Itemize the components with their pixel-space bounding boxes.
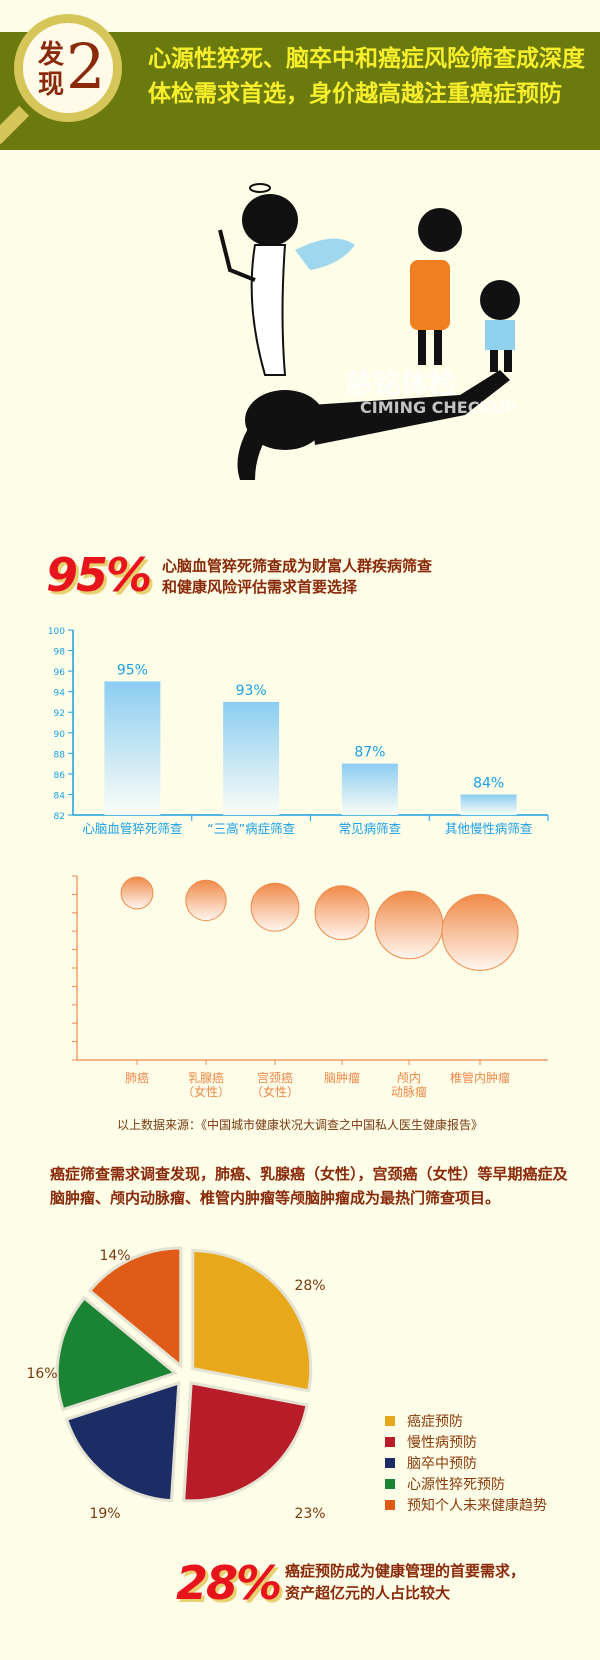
- bar: [104, 681, 161, 815]
- pie-data-label: 16%: [26, 1366, 57, 1382]
- y-tick-label: 100: [48, 627, 65, 637]
- legend-item: 心源性猝死预防: [385, 1473, 547, 1494]
- x-tick-label: 动脉瘤: [391, 1084, 427, 1099]
- bar-data-label: 95%: [117, 662, 148, 678]
- findings-text: 癌症筛查需求调查发现，肺癌、乳腺癌（女性），宫颈癌（女性）等早期癌症及脑肿瘤、颅…: [50, 1165, 568, 1207]
- pie-data-label: 28%: [294, 1278, 325, 1294]
- x-tick-label: （女性）: [182, 1084, 230, 1099]
- falling-man: [237, 370, 510, 480]
- legend-item: 预知个人未来健康趋势: [385, 1494, 547, 1515]
- legend-item: 脑卒中预防: [385, 1452, 547, 1473]
- y-tick-label: 88: [54, 750, 66, 760]
- stat1-line1: 心脑血管猝死筛查成为财富人群疾病筛查: [162, 557, 433, 575]
- bar: [341, 763, 398, 815]
- stat2-line2: 资产超亿元的人占比较大: [285, 1584, 451, 1602]
- y-tick-label: 98: [54, 648, 66, 658]
- x-tick-label: 乳腺癌: [188, 1070, 224, 1085]
- x-tick-label: 其他慢性病筛查: [445, 821, 533, 836]
- stat2-line1: 癌症预防成为健康管理的首要需求，: [285, 1562, 526, 1580]
- legend-swatch: [385, 1415, 395, 1426]
- legend-item: 癌症预防: [385, 1410, 547, 1431]
- data-source: 以上数据来源：《中国城市健康状况大调查之中国私人医生健康报告》: [116, 1118, 483, 1132]
- angel-figure: [218, 183, 355, 376]
- pie-slice: [55, 1295, 179, 1412]
- y-tick-label: 96: [54, 668, 66, 678]
- y-tick-label: 82: [54, 812, 65, 822]
- pie-data-label: 14%: [99, 1248, 130, 1264]
- bubble: [314, 885, 370, 941]
- legend-swatch: [385, 1457, 395, 1468]
- y-tick-label: 86: [54, 771, 66, 781]
- x-tick-label: 常见病筛查: [339, 821, 402, 836]
- pie-data-label: 23%: [294, 1506, 325, 1522]
- pie-data-label: 19%: [89, 1506, 120, 1522]
- legend-label: 慢性病预防: [407, 1434, 477, 1451]
- legend-label: 心源性猝死预防: [407, 1476, 505, 1493]
- child-figure: [480, 280, 520, 372]
- bubble: [250, 882, 300, 932]
- y-tick-label: 84: [54, 791, 66, 801]
- bubble: [185, 879, 227, 922]
- x-tick-label: 颅内: [397, 1071, 421, 1085]
- legend-label: 癌症预防: [407, 1413, 463, 1430]
- pie-chart: 28% 23% 19% 16% 14%: [26, 1246, 326, 1522]
- bar: [460, 794, 517, 815]
- legend-label: 脑卒中预防: [407, 1455, 477, 1472]
- stat1-line2: 和健康风险评估需求首要选择: [162, 578, 358, 596]
- stat2-value: 28%: [176, 1556, 282, 1610]
- y-tick-label: 92: [54, 709, 65, 719]
- pie-legend: 癌症预防慢性病预防脑卒中预防心源性猝死预防预知个人未来健康趋势: [385, 1410, 547, 1515]
- legend-swatch: [385, 1436, 395, 1447]
- pie-slice: [64, 1380, 181, 1503]
- bubble: [374, 890, 444, 960]
- x-tick-label: （女性）: [251, 1084, 299, 1099]
- bar-data-label: 84%: [473, 775, 504, 791]
- magnifier-icon: [14, 14, 122, 122]
- bubble: [120, 876, 154, 910]
- legend-swatch: [385, 1478, 395, 1489]
- x-tick-label: “三高”病症筛查: [207, 821, 295, 836]
- legend-item: 慢性病预防: [385, 1431, 547, 1452]
- legend-swatch: [385, 1499, 395, 1510]
- bar-data-label: 87%: [354, 745, 385, 761]
- watermark-en: CIMING CHECKUP: [360, 398, 517, 417]
- page-title: 心源性猝死、脑卒中和癌症风险筛查成深度体检需求首选，身价越高越注重癌症预防: [148, 46, 585, 107]
- x-tick-label: 心脑血管猝死筛查: [82, 821, 183, 836]
- pie-slice: [87, 1246, 183, 1370]
- badge-number: 2: [66, 30, 106, 103]
- x-tick-label: 宫颈癌: [257, 1070, 293, 1085]
- bubble: [441, 893, 519, 971]
- pie-slice: [191, 1249, 313, 1393]
- x-tick-label: 脑肿瘤: [324, 1070, 360, 1085]
- bar-chart: 82 84 86 88 90 92 94 96 98 100 95% 心脑血管猝死筛查 93% “三高”病…: [48, 627, 549, 836]
- bar: [223, 701, 280, 815]
- x-tick-label: 肺癌: [125, 1070, 149, 1085]
- y-tick-label: 90: [54, 730, 66, 740]
- pie-slice: [182, 1381, 309, 1503]
- legend-label: 预知个人未来健康趋势: [407, 1497, 547, 1514]
- x-tick-label: 椎管内肿瘤: [450, 1070, 510, 1085]
- watermark-cn: 慈铭体检: [345, 367, 458, 400]
- badge-word: 发现: [38, 40, 65, 100]
- bar-data-label: 93%: [236, 683, 267, 699]
- stat1-value: 95%: [46, 548, 152, 602]
- woman-figure: [410, 208, 462, 365]
- illustration: [218, 183, 520, 480]
- y-tick-label: 94: [54, 689, 66, 699]
